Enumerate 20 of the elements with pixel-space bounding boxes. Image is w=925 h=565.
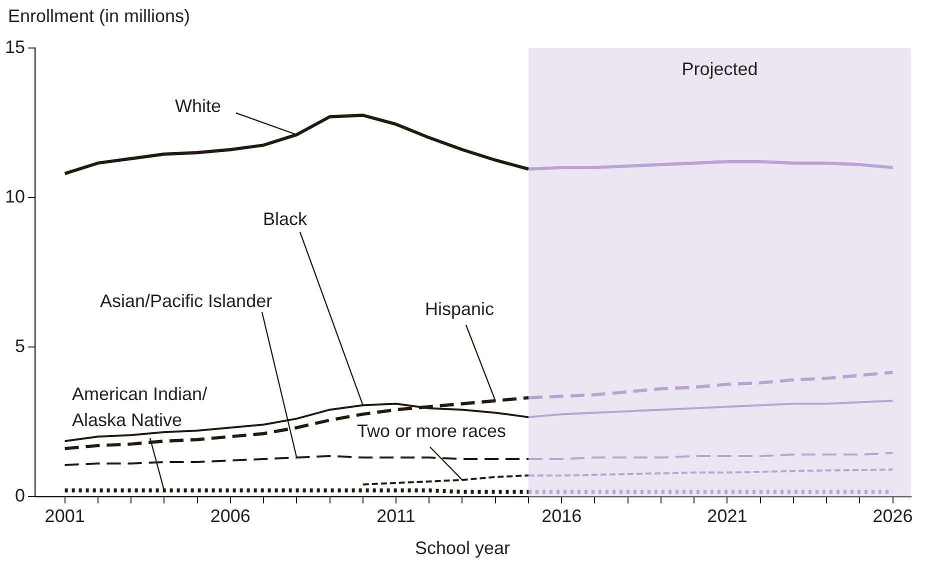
- x-tick-label: 2021: [707, 506, 748, 526]
- x-tick-label: 2006: [210, 506, 250, 526]
- line-series: [526, 370, 894, 400]
- y-tick-label: 10: [4, 186, 26, 206]
- series-label: White: [175, 96, 222, 116]
- text: Asian/Pacific Islander: [100, 291, 272, 311]
- y-axis-title: Enrollment (in millions): [8, 6, 190, 27]
- text: Black: [263, 209, 308, 229]
- y-tick-label: 0: [15, 485, 26, 506]
- text: Hispanic: [425, 299, 494, 319]
- band-label: Projected: [682, 58, 758, 79]
- series-label: Two or more races: [357, 421, 506, 441]
- x-tick-label: 2001: [44, 506, 85, 526]
- y-tick-label: 5: [15, 336, 26, 356]
- y-tick-label: 15: [4, 36, 26, 57]
- x-tick-label: 2016: [542, 506, 582, 526]
- x-axis-title: School year: [414, 538, 512, 559]
- x-tick-label: 2026: [872, 506, 913, 526]
- x-tick-label: 2011: [376, 506, 416, 526]
- text: American Indian/Alaska Native: [72, 384, 208, 430]
